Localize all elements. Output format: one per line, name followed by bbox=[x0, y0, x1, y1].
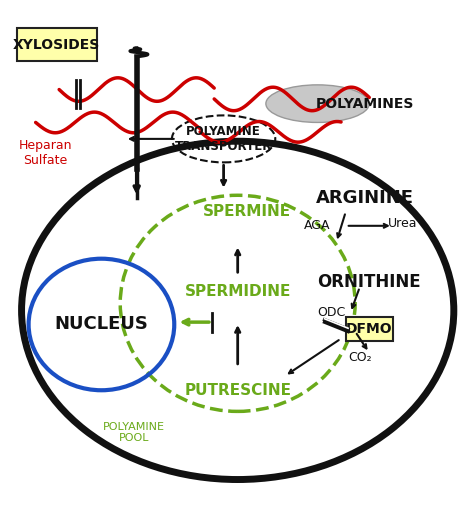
Text: ODC: ODC bbox=[318, 306, 346, 319]
Text: POLYAMINE
TRANSPORTER: POLYAMINE TRANSPORTER bbox=[175, 125, 272, 153]
Text: ORNITHINE: ORNITHINE bbox=[318, 273, 421, 291]
Text: SPERMIDINE: SPERMIDINE bbox=[184, 284, 291, 299]
Text: Urea: Urea bbox=[387, 217, 417, 230]
Text: CO₂: CO₂ bbox=[348, 351, 372, 364]
Text: ARGININE: ARGININE bbox=[316, 188, 413, 207]
Text: DFMO: DFMO bbox=[346, 322, 392, 336]
Ellipse shape bbox=[266, 85, 369, 122]
FancyBboxPatch shape bbox=[17, 28, 97, 61]
Text: NUCLEUS: NUCLEUS bbox=[55, 315, 148, 333]
Text: SPERMINE: SPERMINE bbox=[203, 204, 291, 219]
Text: POLYAMINE
POOL: POLYAMINE POOL bbox=[103, 422, 165, 443]
Text: AGA: AGA bbox=[304, 219, 331, 232]
Text: PUTRESCINE: PUTRESCINE bbox=[184, 383, 291, 398]
Text: POLYAMINES: POLYAMINES bbox=[315, 97, 414, 111]
FancyBboxPatch shape bbox=[346, 318, 393, 341]
Text: Heparan
Sulfate: Heparan Sulfate bbox=[18, 139, 72, 167]
Text: XYLOSIDES: XYLOSIDES bbox=[13, 38, 100, 52]
